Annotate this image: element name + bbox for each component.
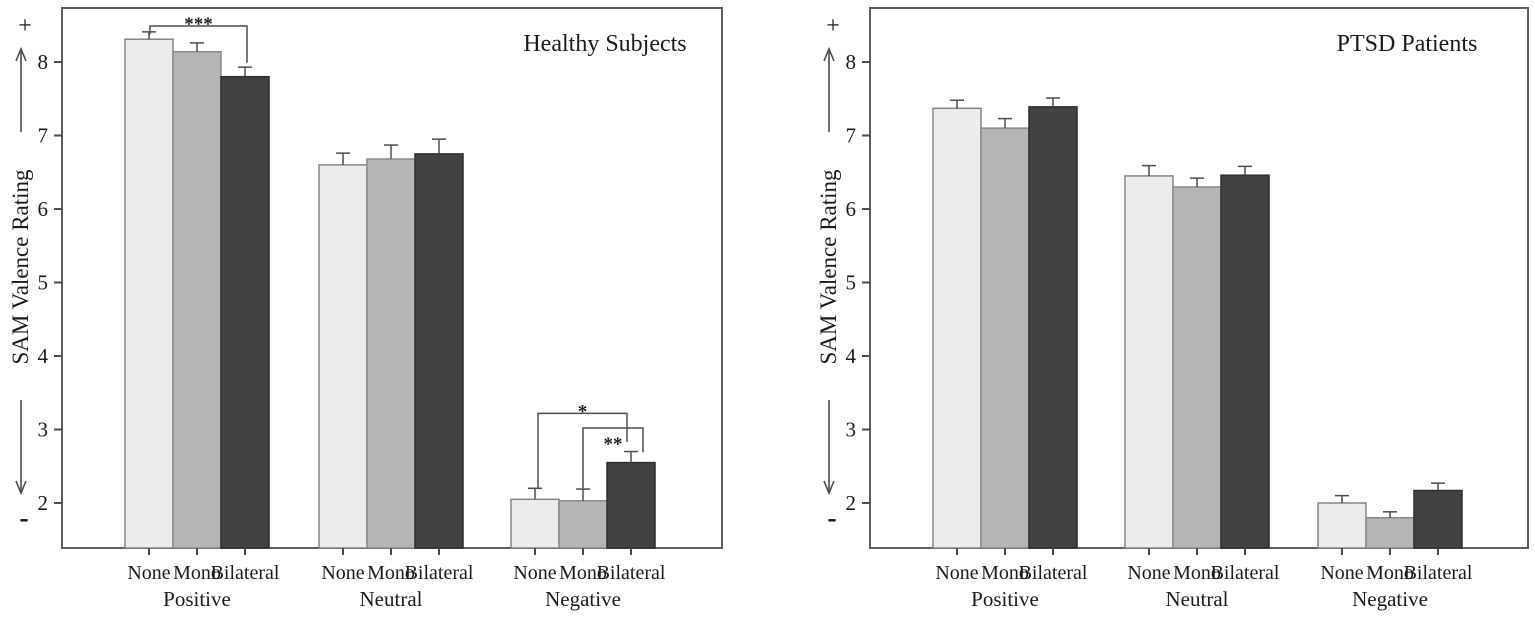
y-tick-label-4: 4 (38, 344, 49, 368)
significance-bracket-- (149, 25, 248, 63)
x-tick-label-bilateral-negative: Bilateral (1404, 562, 1473, 584)
bar-none-neutral (1124, 175, 1174, 549)
bar-none-negative (510, 498, 560, 549)
x-tick-label-bilateral-positive: Bilateral (211, 562, 280, 584)
significance-bracket-- (582, 427, 644, 489)
y-tick-label-8: 8 (38, 50, 49, 74)
bar-bilateral-positive (1028, 106, 1078, 549)
x-tick-label-none-negative: None (1320, 562, 1363, 584)
y-tick-label-8: 8 (846, 50, 857, 74)
y-axis-minus-label: - (827, 503, 836, 534)
x-tick-label-bilateral-negative: Bilateral (597, 562, 666, 584)
bar-none-positive (124, 38, 174, 549)
x-tick-label-bilateral-neutral: Bilateral (1211, 562, 1280, 584)
x-tick-label-mono-positive: Mono (173, 562, 221, 584)
down-arrow-icon (823, 480, 835, 496)
x-tick-label-none-neutral: None (1127, 562, 1170, 584)
bar-mono-positive (172, 50, 222, 549)
y-tick-label-2: 2 (38, 491, 49, 515)
group-label-negative: Negative (1352, 587, 1428, 611)
significance-label: * (578, 401, 588, 422)
up-arrow-icon (15, 46, 27, 62)
chart-title-ptsd-patients: PTSD Patients (1337, 31, 1478, 57)
y-tick-label-5: 5 (38, 271, 49, 295)
x-tick-label-bilateral-neutral: Bilateral (405, 562, 474, 584)
chart-title-healthy-subjects: Healthy Subjects (523, 31, 686, 57)
group-label-positive: Positive (163, 587, 231, 611)
bar-mono-neutral (366, 158, 416, 549)
y-axis-plus-label: + (826, 13, 840, 39)
x-tick-label-mono-positive: Mono (981, 562, 1029, 584)
up-arrow-icon (823, 46, 835, 62)
bar-mono-negative (558, 500, 608, 549)
y-tick-label-4: 4 (846, 344, 857, 368)
bar-bilateral-positive (220, 75, 270, 549)
bar-none-negative (1317, 502, 1367, 549)
bar-mono-negative (1365, 516, 1415, 549)
y-tick-label-5: 5 (846, 271, 857, 295)
x-tick-label-none-neutral: None (321, 562, 364, 584)
bar-bilateral-negative (606, 461, 656, 549)
x-tick-label-mono-negative: Mono (1366, 562, 1414, 584)
y-tick-label-6: 6 (38, 197, 49, 221)
bar-bilateral-neutral (414, 153, 464, 549)
y-tick-label-7: 7 (846, 124, 857, 148)
bar-bilateral-neutral (1220, 174, 1270, 549)
y-axis-plus-label: + (18, 13, 32, 39)
x-tick-label-mono-neutral: Mono (1173, 562, 1221, 584)
x-tick-label-mono-neutral: Mono (367, 562, 415, 584)
significance-label: ** (604, 434, 623, 455)
y-axis-label: SAM Valence Rating (816, 169, 841, 365)
group-label-neutral: Neutral (360, 587, 423, 611)
bar-mono-positive (980, 127, 1030, 549)
bar-none-positive (932, 107, 982, 549)
x-tick-label-mono-negative: Mono (559, 562, 607, 584)
group-label-neutral: Neutral (1166, 587, 1229, 611)
bar-mono-neutral (1172, 186, 1222, 549)
y-axis-label: SAM Valence Rating (8, 169, 33, 365)
y-tick-label-6: 6 (846, 197, 857, 221)
significance-label: *** (184, 14, 213, 35)
down-arrow-icon (15, 480, 27, 496)
y-tick-label-3: 3 (846, 418, 857, 442)
bar-bilateral-negative (1413, 489, 1463, 549)
bar-none-neutral (318, 164, 368, 549)
x-tick-label-bilateral-positive: Bilateral (1019, 562, 1088, 584)
group-label-positive: Positive (971, 587, 1039, 611)
y-tick-label-2: 2 (846, 491, 857, 515)
x-tick-label-none-negative: None (513, 562, 556, 584)
y-tick-label-3: 3 (38, 418, 49, 442)
x-tick-label-none-positive: None (935, 562, 978, 584)
group-label-negative: Negative (545, 587, 621, 611)
x-tick-label-none-positive: None (127, 562, 170, 584)
y-tick-label-7: 7 (38, 124, 49, 148)
y-axis-minus-label: - (19, 503, 28, 534)
